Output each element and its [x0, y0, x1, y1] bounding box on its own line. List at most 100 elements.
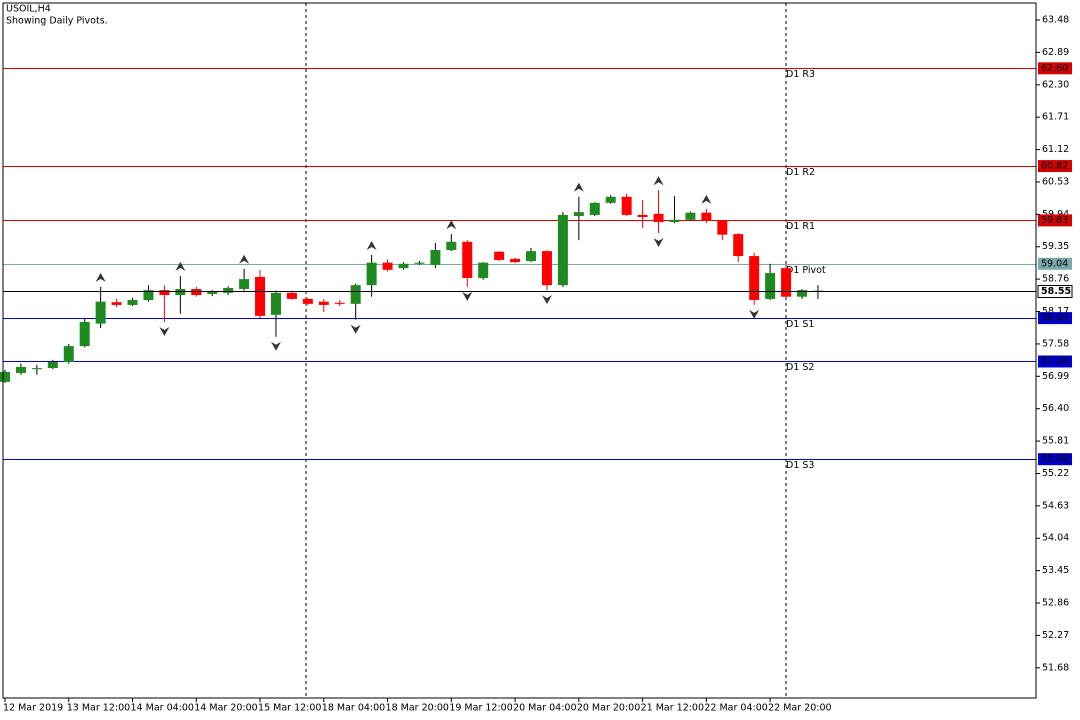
candle-body	[15, 366, 26, 374]
level-price-box	[1038, 62, 1072, 75]
fractal-down	[749, 309, 760, 319]
x-tick-label: 12 Mar 2019	[3, 703, 63, 714]
candle-body	[446, 241, 457, 251]
candle-body	[653, 213, 664, 223]
level-price-box	[1038, 453, 1072, 466]
candle-body	[47, 362, 58, 369]
x-tick-label: 20 Mar 20:00	[577, 703, 640, 714]
y-tick-label: 52.27	[1042, 630, 1069, 641]
plot-frame	[2, 2, 1037, 699]
candle-body	[255, 276, 266, 316]
candle-body	[223, 287, 234, 293]
candle-body	[573, 212, 584, 217]
candle-body	[701, 212, 712, 221]
y-tick-label: 59.94	[1042, 209, 1069, 220]
pivot-name: D1 Pivot	[786, 265, 826, 276]
x-tick-label: 19 Mar 12:00	[449, 703, 512, 714]
candle-body	[334, 302, 345, 304]
candle-body	[366, 262, 377, 286]
level-price-label: 58.05	[1041, 313, 1068, 324]
current-price-label: 58.55	[1041, 286, 1071, 297]
x-tick-label: 13 Mar 12:00	[67, 703, 130, 714]
candle-body	[191, 289, 202, 296]
y-tick-label: 62.89	[1042, 47, 1069, 58]
candle-body	[207, 291, 218, 294]
candle-body	[541, 251, 552, 286]
level-price-box	[1038, 257, 1072, 270]
candle-body	[414, 262, 425, 264]
fractal-down	[462, 291, 473, 301]
candle-body	[733, 234, 744, 257]
level-price-label: 62.60	[1041, 63, 1068, 74]
level-price-box	[1038, 160, 1072, 173]
x-tick-label: 21 Mar 12:00	[641, 703, 704, 714]
candle-body	[79, 321, 90, 347]
fractal-up	[366, 240, 377, 250]
candle-body	[765, 273, 776, 299]
chart-title: USOIL,H4	[6, 4, 51, 15]
candle-body	[127, 299, 138, 305]
fractal-up	[175, 261, 186, 271]
candle-body	[0, 371, 10, 382]
y-tick-label: 53.45	[1042, 565, 1069, 576]
y-tick-label: 57.58	[1042, 338, 1069, 349]
y-tick-label: 63.48	[1042, 15, 1069, 26]
x-tick-label: 18 Mar 20:00	[386, 703, 449, 714]
candle-body	[143, 290, 154, 300]
candle-body	[31, 368, 42, 370]
y-tick-label: 51.68	[1042, 662, 1069, 673]
y-tick-label: 52.86	[1042, 598, 1069, 609]
level-price-label: 57.26	[1041, 356, 1068, 367]
y-tick-label: 55.22	[1042, 468, 1069, 479]
candle-body	[270, 292, 281, 315]
chart-subtitle: Showing Daily Pivots.	[6, 16, 108, 27]
y-tick-label: 56.99	[1042, 371, 1069, 382]
fractal-down	[159, 326, 170, 336]
y-tick-label: 61.12	[1042, 144, 1069, 155]
y-tick-label: 60.53	[1042, 176, 1069, 187]
pivot-name: D1 S3	[786, 460, 814, 471]
candle-body	[685, 212, 696, 220]
candle-body	[781, 268, 792, 297]
fractal-up	[573, 182, 584, 192]
level-price-box	[1038, 312, 1072, 325]
candle-body	[526, 251, 537, 262]
pivot-name: D1 S2	[786, 362, 814, 373]
candle-body	[159, 290, 170, 296]
fractal-up	[701, 194, 712, 204]
fractal-down	[270, 341, 281, 351]
candle-body	[382, 262, 393, 270]
y-tick-label: 61.71	[1042, 112, 1069, 123]
y-tick-label: 54.63	[1042, 500, 1069, 511]
x-tick-label: 20 Mar 04:00	[513, 703, 576, 714]
x-tick-label: 15 Mar 12:00	[258, 703, 321, 714]
candle-body	[605, 196, 616, 203]
candle-body	[510, 258, 521, 263]
level-price-box	[1038, 355, 1072, 368]
x-tick-label: 14 Mar 04:00	[131, 703, 194, 714]
candle-body	[302, 298, 313, 304]
candle-body	[557, 214, 568, 286]
fractal-down	[653, 238, 664, 248]
y-tick-label: 56.40	[1042, 403, 1069, 414]
candle-body	[797, 290, 807, 297]
candle-body	[669, 219, 680, 223]
level-price-box	[1038, 214, 1072, 227]
plot-area: D1 R3 D1 R2 D1 R1 D1 Pivot D1 S1 D1 S2 D1 S3	[0, 3, 1036, 698]
current-price-box	[1037, 285, 1073, 298]
candle-body	[239, 279, 250, 290]
candle-body	[175, 289, 186, 296]
candle-body	[462, 241, 473, 279]
candle-body	[350, 285, 361, 304]
candle-body	[430, 250, 441, 265]
candle-body	[749, 256, 760, 300]
x-tick-label: 14 Mar 20:00	[194, 703, 257, 714]
candle-body	[318, 301, 329, 305]
level-price-label: 60.82	[1041, 161, 1068, 172]
candle-body	[111, 302, 122, 305]
fractal-down	[541, 295, 552, 305]
x-tick-label: 22 Mar 20:00	[768, 703, 831, 714]
level-price-label: 59.83	[1041, 215, 1068, 226]
